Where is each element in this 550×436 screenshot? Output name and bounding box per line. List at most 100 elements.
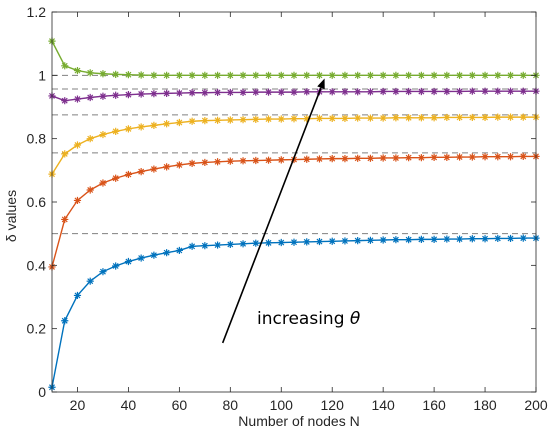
x-tick-labels: 20 40 60 80 100 120 140 160 180 200 <box>70 397 548 413</box>
data-point <box>239 116 247 124</box>
data-point <box>379 114 387 122</box>
data-point <box>506 87 515 95</box>
x-tick-label: 160 <box>422 397 446 413</box>
data-point <box>290 71 298 79</box>
data-point <box>506 234 515 243</box>
data-point <box>468 71 476 79</box>
data-point <box>494 153 502 161</box>
data-point <box>124 257 133 266</box>
data-point <box>405 154 413 162</box>
data-point <box>354 88 362 96</box>
annotation-symbol: θ <box>350 309 361 329</box>
data-point <box>124 71 133 79</box>
data-point <box>137 168 145 176</box>
series-line <box>51 40 536 77</box>
data-point <box>417 235 425 243</box>
data-point <box>341 88 349 96</box>
data-point <box>175 246 183 255</box>
data-point <box>443 87 451 96</box>
data-point <box>494 87 502 95</box>
data-point <box>188 71 196 79</box>
data-point <box>99 179 107 187</box>
data-point <box>137 123 145 131</box>
data-point <box>430 235 438 243</box>
data-point <box>226 71 234 79</box>
data-point <box>163 163 171 171</box>
data-point <box>150 165 158 173</box>
data-point <box>264 115 273 123</box>
data-point <box>124 125 133 133</box>
data-point <box>86 135 94 143</box>
data-point <box>379 71 387 79</box>
data-point <box>303 238 311 246</box>
y-tick-label: 0.4 <box>27 257 47 273</box>
data-point <box>201 71 209 79</box>
data-point <box>455 87 464 96</box>
data-point <box>277 156 285 164</box>
series-layer <box>48 37 540 391</box>
data-point <box>455 235 464 243</box>
data-point <box>405 236 413 244</box>
data-point <box>506 153 515 161</box>
y-tick-labels: 0 0.2 0.4 0.6 0.8 1 1.2 <box>27 4 47 400</box>
data-point <box>443 113 451 122</box>
data-point <box>175 71 183 79</box>
data-point <box>354 71 362 79</box>
data-point <box>264 156 273 164</box>
data-point <box>519 71 527 79</box>
data-point <box>137 90 145 98</box>
annotation-label: increasing <box>257 309 350 329</box>
data-point <box>252 71 260 79</box>
data-point <box>506 113 515 121</box>
data-point <box>137 71 145 79</box>
data-point <box>252 239 260 247</box>
data-point <box>468 153 476 161</box>
series-4 <box>48 37 540 79</box>
data-point <box>405 114 413 122</box>
data-point <box>239 88 247 97</box>
data-point <box>99 92 107 100</box>
data-point <box>379 154 387 162</box>
data-point <box>366 71 375 79</box>
data-point <box>264 239 273 247</box>
reference-lines <box>52 74 536 235</box>
data-point <box>213 88 222 97</box>
data-point <box>112 70 120 78</box>
data-point <box>112 174 120 182</box>
data-point <box>264 88 273 96</box>
data-point <box>303 115 311 123</box>
data-point <box>303 88 311 96</box>
x-tick-label: 100 <box>270 397 294 413</box>
annotation-text: increasing θ <box>257 309 361 329</box>
data-point <box>201 117 209 125</box>
x-tick-label: 200 <box>524 397 548 413</box>
data-point <box>99 268 107 276</box>
data-point <box>430 153 438 161</box>
data-point <box>354 237 362 245</box>
data-point <box>379 236 387 244</box>
axis-ticks <box>52 11 537 393</box>
data-point <box>468 113 476 122</box>
data-point <box>405 87 413 96</box>
data-point <box>354 114 362 122</box>
data-point <box>61 62 69 70</box>
data-point <box>239 157 247 165</box>
data-point <box>86 93 94 102</box>
data-point <box>213 158 222 166</box>
annotation-layer: increasing θ <box>221 78 361 344</box>
y-tick-label: 0.8 <box>27 131 47 147</box>
data-point <box>430 114 438 122</box>
x-tick-label: 40 <box>121 397 137 413</box>
data-point <box>99 70 107 78</box>
data-point <box>354 154 362 162</box>
data-point <box>481 113 489 122</box>
data-point <box>443 235 451 243</box>
data-point <box>226 157 234 165</box>
data-point <box>468 235 476 243</box>
data-point <box>73 291 82 300</box>
data-point <box>328 114 336 122</box>
series-line <box>51 116 536 175</box>
data-point <box>443 153 451 161</box>
series-2 <box>48 113 540 178</box>
data-point <box>239 71 247 79</box>
